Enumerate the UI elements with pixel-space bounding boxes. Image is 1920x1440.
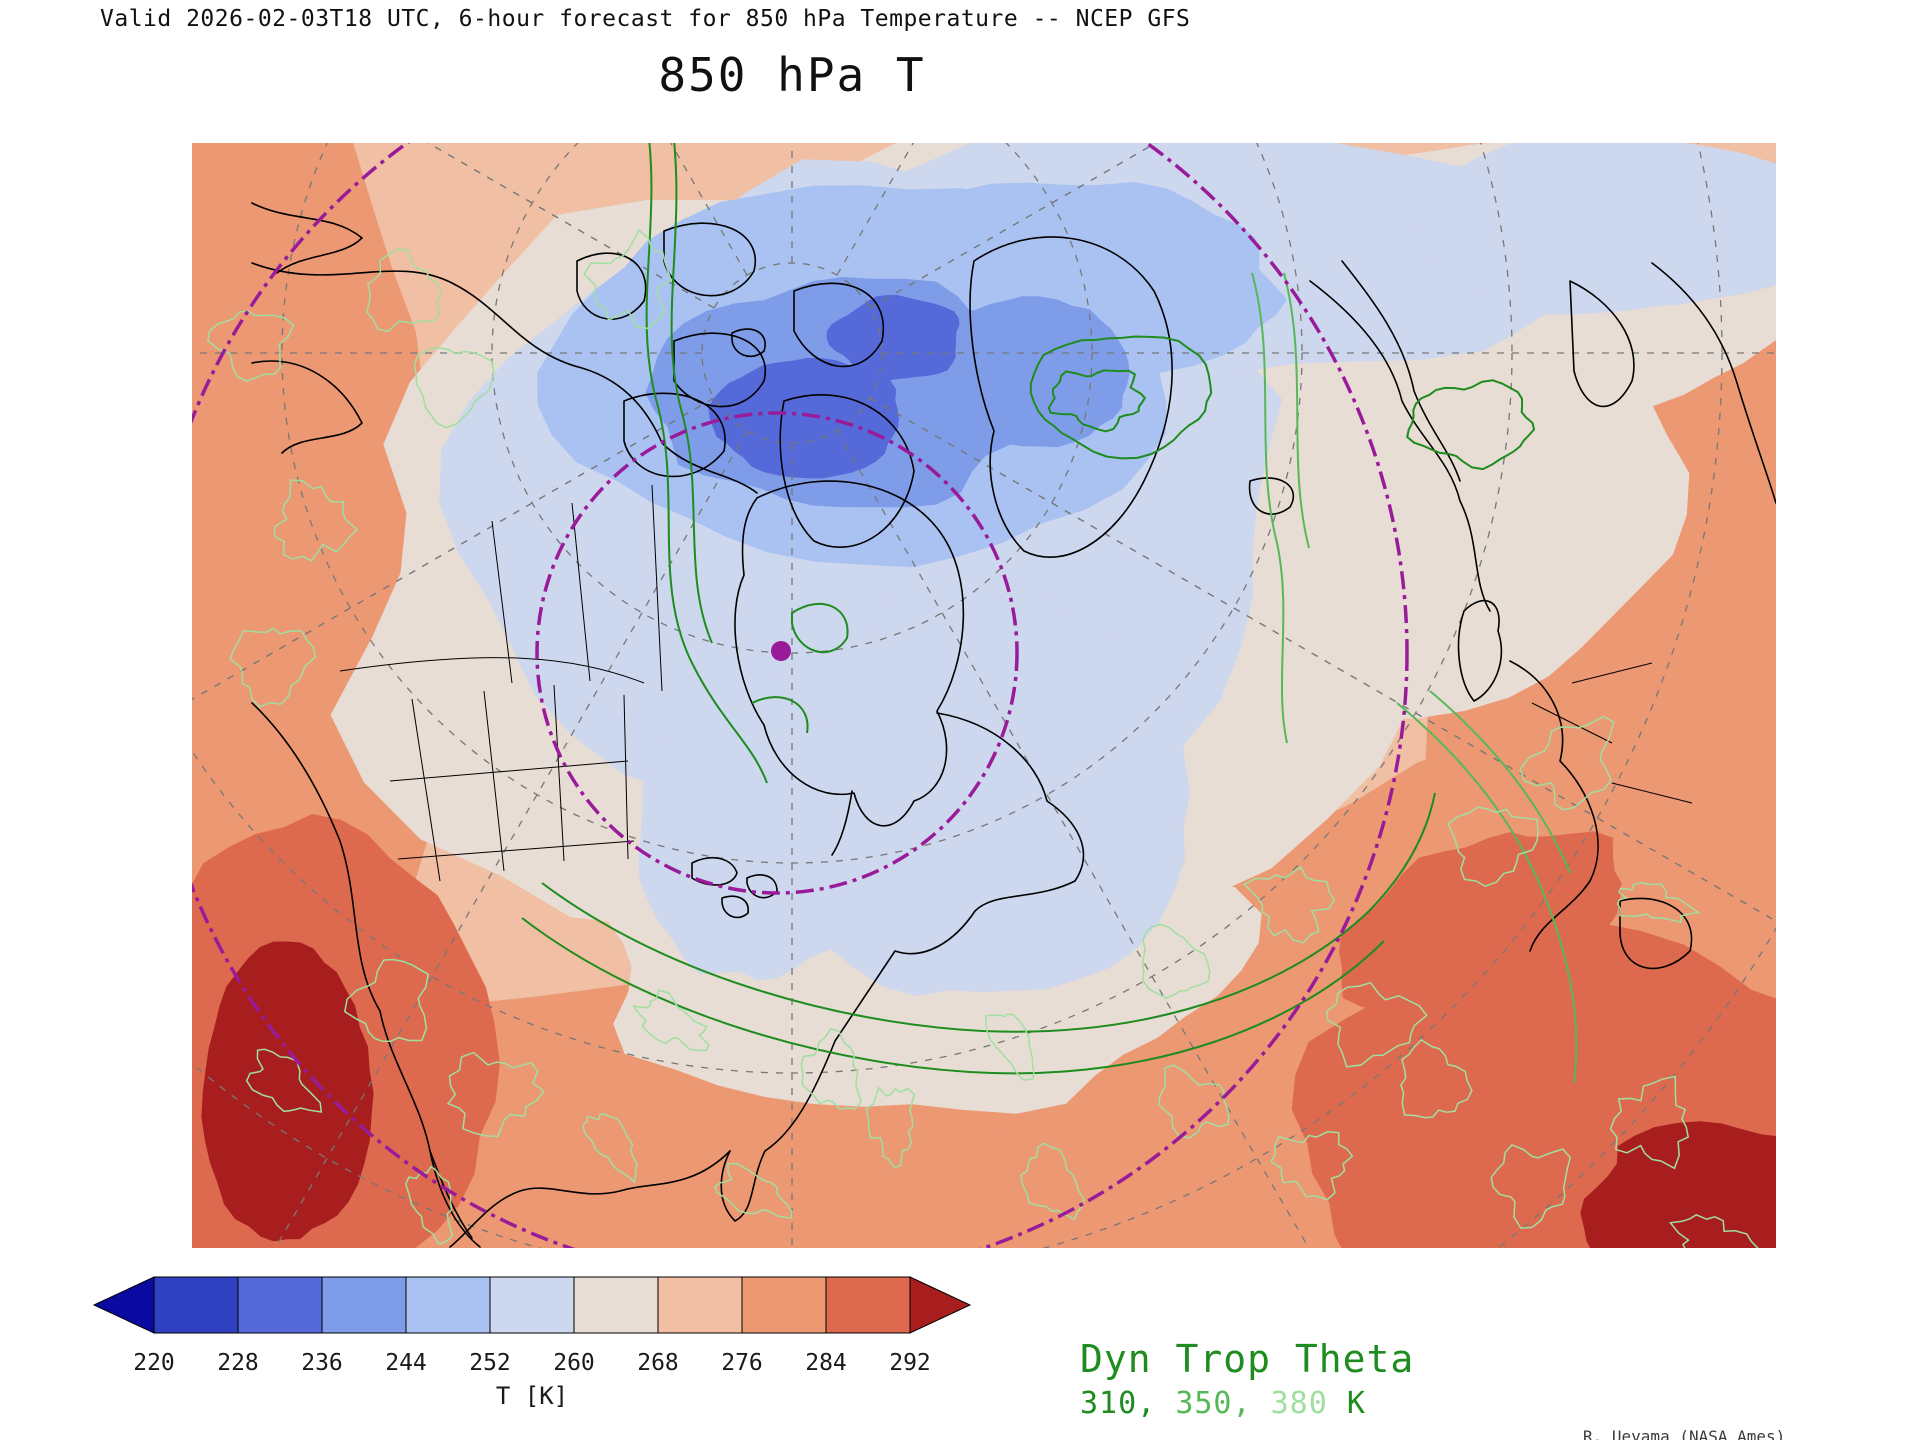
svg-text:220: 220 — [133, 1350, 175, 1376]
svg-text:292: 292 — [889, 1350, 931, 1376]
outer-range-ring — [192, 143, 1409, 1248]
colorbar-cells — [92, 1276, 972, 1334]
map-svg — [192, 143, 1776, 1248]
dyn-trop-theta-legend: Dyn Trop Theta 310, 350, 380 K — [1080, 1338, 1414, 1420]
dyn-trop-theta-contours-380 — [207, 229, 1759, 1248]
svg-text:260: 260 — [553, 1350, 595, 1376]
station-marker — [771, 641, 791, 661]
svg-text:276: 276 — [721, 1350, 763, 1376]
svg-text:T [K]: T [K] — [496, 1382, 568, 1410]
svg-text:268: 268 — [637, 1350, 679, 1376]
theta-level-1: 350, — [1175, 1385, 1271, 1421]
graticule — [192, 143, 1776, 1248]
colorbar: 220 228 236 244 252 260 268 276 284 292 T [K] — [92, 1276, 972, 1410]
svg-text:228: 228 — [217, 1350, 259, 1376]
svg-text:236: 236 — [301, 1350, 343, 1376]
colorbar-tick-labels: 220 228 236 244 252 260 268 276 284 292 T [K] — [133, 1350, 931, 1410]
plot-title: 850 hPa T — [658, 48, 926, 102]
weather-map — [192, 143, 1776, 1248]
credit-line-1: R. Ueyama (NASA Ames) — [1583, 1427, 1786, 1440]
dyn-trop-theta-contours-310 — [521, 143, 1536, 1075]
inner-range-ring — [535, 411, 1019, 895]
theta-level-0: 310, — [1080, 1385, 1176, 1421]
legend-theta-levels: 310, 350, 380 K — [1080, 1385, 1414, 1421]
legend-title: Dyn Trop Theta — [1080, 1337, 1415, 1381]
theta-level-2: 380 — [1270, 1385, 1328, 1421]
coastlines — [251, 202, 1776, 1248]
svg-text:284: 284 — [805, 1350, 847, 1376]
valid-time-line: Valid 2026-02-03T18 UTC, 6-hour forecast… — [100, 6, 1191, 32]
svg-text:244: 244 — [385, 1350, 427, 1376]
credits: R. Ueyama (NASA Ames) L. Lait (NASA Ames… — [1583, 1372, 1843, 1440]
range-rings — [192, 143, 1409, 1248]
theta-level-3: K — [1327, 1385, 1366, 1421]
political-borders — [339, 484, 1693, 882]
temperature-field — [192, 143, 1776, 1248]
dyn-trop-theta-contours-350 — [1251, 272, 1578, 1084]
svg-text:252: 252 — [469, 1350, 511, 1376]
